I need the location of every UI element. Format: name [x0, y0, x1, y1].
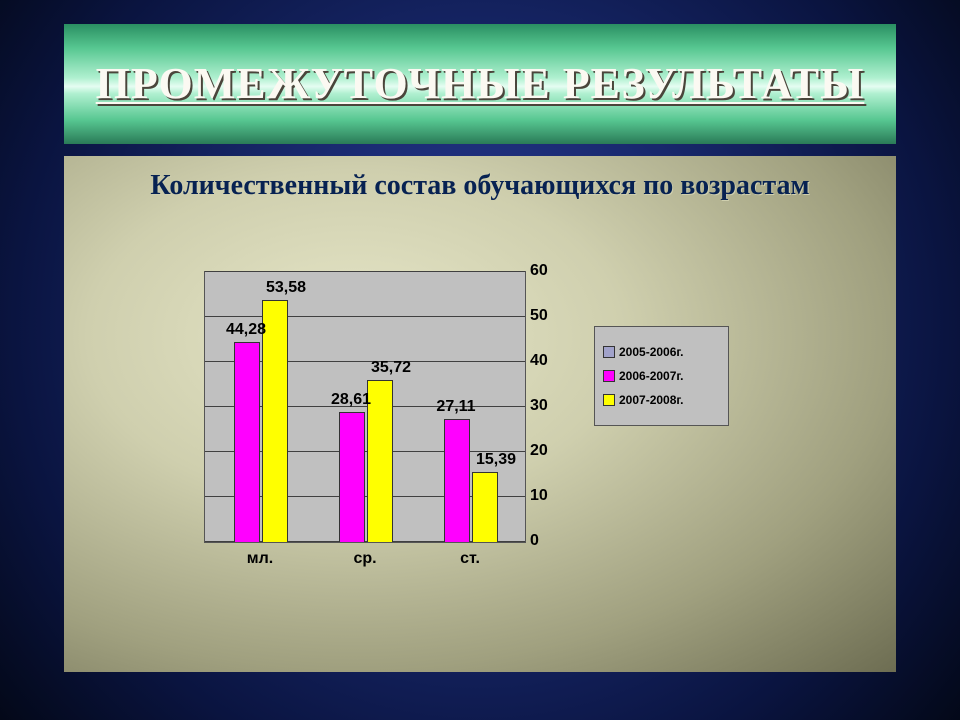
content-panel: Количественный состав обучающихся по воз… [64, 156, 896, 672]
title-band: ПРОМЕЖУТОЧНЫЕ РЕЗУЛЬТАТЫ [64, 24, 896, 144]
chart-value-label: 44,28 [216, 321, 276, 339]
chart-y-tick: 50 [530, 307, 548, 325]
chart-bar [472, 472, 498, 542]
legend-swatch [603, 346, 615, 358]
chart-bar [444, 419, 470, 542]
chart-value-label: 27,11 [426, 398, 486, 416]
chart-bar [339, 412, 365, 542]
chart-gridline [205, 316, 525, 317]
legend-item: 2005-2006г. [603, 345, 720, 359]
chart-value-label: 28,61 [321, 391, 381, 409]
slide-stage: ПРОМЕЖУТОЧНЫЕ РЕЗУЛЬТАТЫ Количественный … [0, 0, 960, 720]
chart-value-label: 15,39 [466, 451, 526, 469]
bar-chart: 44,2853,58мл.28,6135,72ср.27,1115,39ст. … [204, 271, 526, 543]
chart-value-label: 35,72 [361, 359, 421, 377]
chart-plot-area: 44,2853,58мл.28,6135,72ср.27,1115,39ст. [204, 271, 526, 543]
chart-value-label: 53,58 [256, 279, 316, 297]
chart-legend: 2005-2006г. 2006-2007г. 2007-2008г. [594, 326, 729, 426]
legend-label: 2005-2006г. [619, 345, 684, 359]
chart-x-label: ср. [335, 550, 395, 568]
chart-x-label: мл. [230, 550, 290, 568]
legend-label: 2006-2007г. [619, 369, 684, 383]
legend-swatch [603, 394, 615, 406]
chart-x-label: ст. [440, 550, 500, 568]
legend-item: 2007-2008г. [603, 393, 720, 407]
legend-swatch [603, 370, 615, 382]
chart-y-tick: 20 [530, 442, 548, 460]
chart-y-tick: 60 [530, 262, 548, 280]
chart-y-tick: 30 [530, 397, 548, 415]
chart-bar [234, 342, 260, 542]
chart-y-tick: 40 [530, 352, 548, 370]
chart-y-tick: 0 [530, 532, 539, 550]
chart-gridline [205, 271, 525, 272]
chart-y-tick: 10 [530, 487, 548, 505]
legend-label: 2007-2008г. [619, 393, 684, 407]
slide-title: ПРОМЕЖУТОЧНЫЕ РЕЗУЛЬТАТЫ [96, 60, 865, 108]
slide-subtitle: Количественный состав обучающихся по воз… [64, 168, 896, 203]
chart-y-axis: 0102030405060 [526, 271, 566, 541]
legend-item: 2006-2007г. [603, 369, 720, 383]
